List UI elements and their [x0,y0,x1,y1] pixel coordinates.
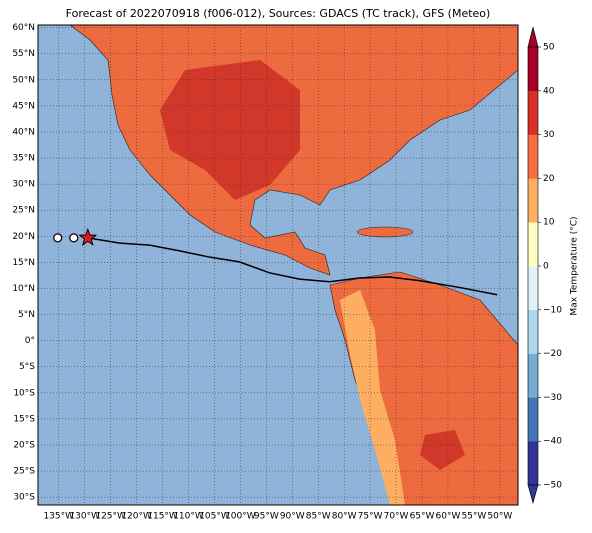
y-tick-label: 10°S [13,388,35,398]
y-tick-label: 60°N [12,23,35,33]
colorbar-segment [528,134,538,179]
colorbar-tick-label: 10 [543,218,555,228]
y-tick-label: 0° [25,336,35,346]
x-tick-label: 85°W [306,512,331,522]
colorbar-tick-label: 40 [543,86,555,96]
y-tick-label: 45°N [12,101,35,111]
map-frame [37,24,519,506]
y-tick-label: 50°N [12,75,35,85]
x-tick-label: 75°W [358,512,383,522]
x-tick-label: 80°W [332,512,357,522]
x-tick-label: 110°W [173,512,204,522]
colorbar-segment [528,309,538,354]
colorbar: −50 −40 −30 −20 −10 0 10 20 30 40 50 [527,26,562,505]
colorbar-segment [528,47,538,92]
y-tick-label: 55°N [12,49,35,59]
colorbar-segment [528,397,538,442]
colorbar-tick-label: 20 [543,174,555,184]
colorbar-segment [528,353,538,398]
y-tick-label: 15°S [13,414,35,424]
colorbar-tick-label: −30 [543,393,562,403]
current-position [78,227,98,246]
y-tick-label: 10°N [12,284,35,294]
colorbar-extend-top [527,26,539,48]
y-tick-label: 40°N [12,127,35,137]
colorbar-segment [528,441,538,486]
colorbar-segment [528,266,538,311]
map [38,25,518,505]
colorbar-tick-label: 30 [543,130,555,140]
colorbar-tick-label: 0 [543,262,549,272]
y-tick-label: 20°N [12,232,35,242]
x-tick-label: 100°W [225,512,256,522]
north-america-interior [160,60,300,200]
colorbar-segment [528,222,538,267]
track [53,227,498,296]
x-tick-label: 95°W [254,512,279,522]
south-america-interior [420,430,465,470]
colorbar-label: Max Temperature (°C) [570,216,580,315]
grid [38,25,518,505]
colorbar-segment [528,90,538,135]
south-america [329,271,518,505]
colorbar-tick-label: 50 [543,43,555,53]
x-tick-label: 55°W [461,512,486,522]
chart-title: Forecast of 2022070918 (f006-012), Sourc… [66,7,491,20]
caribbean-island [356,226,414,238]
colorbar-segment [528,178,538,223]
x-tick-label: 50°W [487,512,512,522]
x-tick-label: 135°W [43,512,74,522]
track-line [87,237,498,296]
x-tick-label: 120°W [121,512,152,522]
x-tick-label: 65°W [410,512,435,522]
y-tick-label: 35°N [12,154,35,164]
y-tick-label: 15°N [12,258,35,268]
x-tick-label: 130°W [69,512,100,522]
y-tick-label: 30°S [13,493,35,503]
past-position [69,233,79,243]
past-position [53,233,63,243]
colorbar-tick-label: −10 [543,305,562,315]
colorbar-tick-label: −20 [543,349,562,359]
y-tick-label: 20°S [13,441,35,451]
x-tick-label: 125°W [95,512,126,522]
y-tick-label: 25°S [13,467,35,477]
y-tick-label: 5°S [19,362,35,372]
colorbar-tick-label: −40 [543,437,562,447]
x-tick-label: 105°W [199,512,230,522]
x-tick-label: 60°W [436,512,461,522]
south-america-highland [340,290,405,505]
y-tick-label: 5°N [18,310,35,320]
x-tick-label: 115°W [147,512,178,522]
colorbar-tick-label: −50 [543,481,562,491]
colorbar-extend-bottom [527,484,539,505]
x-tick-label: 70°W [384,512,409,522]
x-tick-label: 90°W [280,512,305,522]
y-tick-label: 30°N [12,180,35,190]
y-tick-label: 25°N [12,206,35,216]
